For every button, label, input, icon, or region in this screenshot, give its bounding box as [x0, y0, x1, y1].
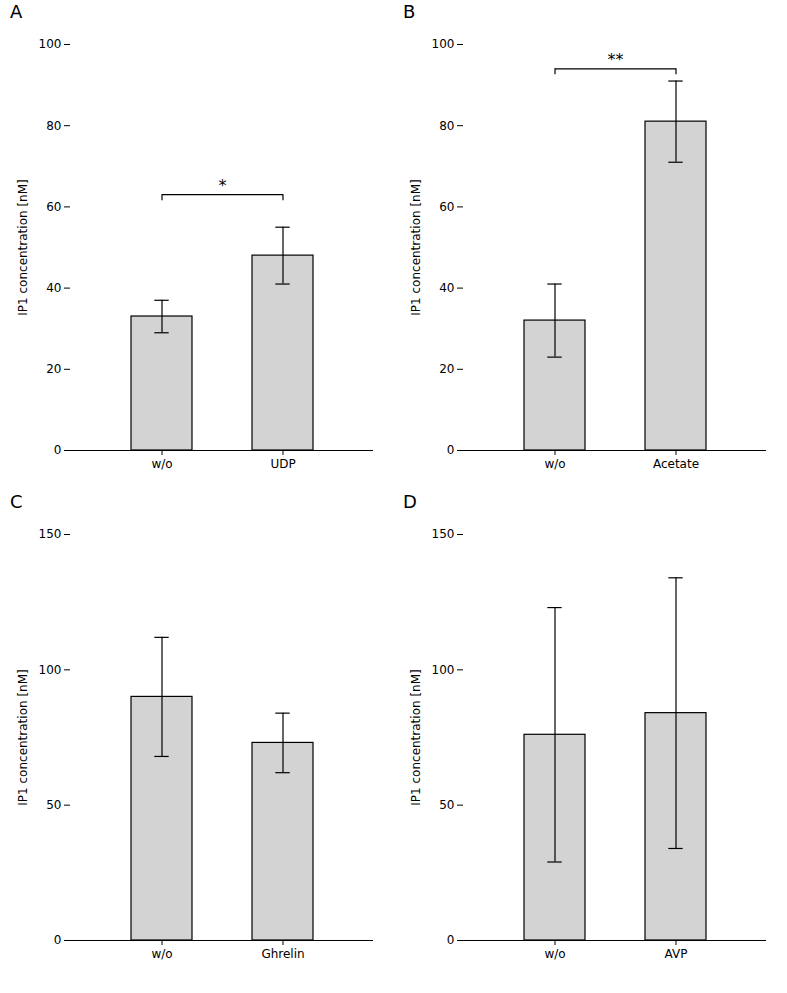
svg-text:0: 0	[447, 443, 455, 457]
html-text:A: A	[10, 1, 23, 22]
svg-text:40: 40	[46, 281, 61, 295]
html-text:D: D	[403, 491, 417, 512]
svg-text:50: 50	[439, 798, 454, 812]
svg-text:IP1 concentration [nM]: IP1 concentration [nM]	[409, 179, 423, 315]
svg-text:w/o: w/o	[544, 457, 565, 471]
svg-text:IP1 concentration [nM]: IP1 concentration [nM]	[16, 179, 30, 315]
svg-text:IP1 concentration [nM]: IP1 concentration [nM]	[409, 669, 423, 805]
html-text:B: B	[403, 1, 416, 22]
svg-text:100: 100	[39, 37, 62, 51]
svg-text:150: 150	[39, 527, 62, 541]
svg-text:100: 100	[432, 37, 455, 51]
svg-text:*: *	[219, 176, 227, 195]
svg-text:w/o: w/o	[151, 947, 172, 961]
svg-text:IP1 concentration [nM]: IP1 concentration [nM]	[16, 669, 30, 805]
svg-text:Ghrelin: Ghrelin	[261, 947, 304, 961]
svg-text:**: **	[608, 50, 624, 69]
svg-text:w/o: w/o	[151, 457, 172, 471]
svg-text:w/o: w/o	[544, 947, 565, 961]
svg-text:80: 80	[46, 119, 61, 133]
svg-text:40: 40	[439, 281, 454, 295]
svg-text:150: 150	[432, 527, 455, 541]
svg-text:60: 60	[439, 200, 454, 214]
svg-text:AVP: AVP	[665, 947, 688, 961]
svg-text:Acetate: Acetate	[653, 457, 699, 471]
svg-text:0: 0	[54, 443, 62, 457]
svg-text:UDP: UDP	[270, 457, 295, 471]
svg-text:20: 20	[439, 362, 454, 376]
svg-text:100: 100	[39, 663, 62, 677]
svg-text:100: 100	[432, 663, 455, 677]
svg-text:20: 20	[46, 362, 61, 376]
svg-text:0: 0	[54, 933, 62, 947]
html-text:C: C	[10, 491, 23, 512]
svg-text:80: 80	[439, 119, 454, 133]
svg-text:50: 50	[46, 798, 61, 812]
svg-text:60: 60	[46, 200, 61, 214]
svg-text:0: 0	[447, 933, 455, 947]
